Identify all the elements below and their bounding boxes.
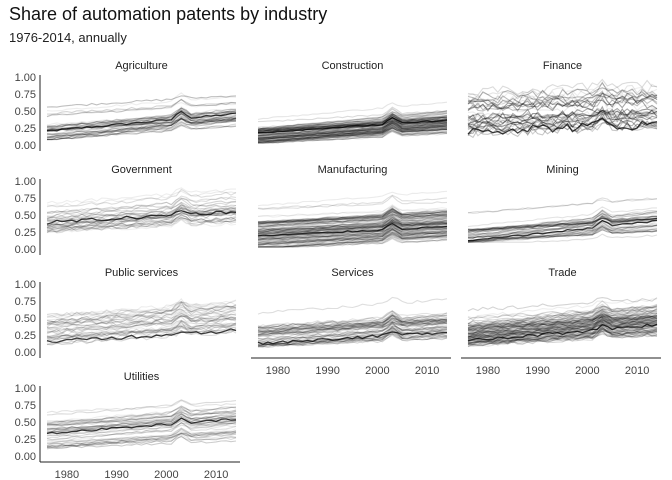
x-tick-label: 1980 — [476, 365, 500, 377]
panel-services: Services 1980 1990 2000 2010 — [251, 267, 451, 377]
y-tick-label: 0.50 — [15, 417, 36, 429]
y-tick-label: 0.00 — [15, 244, 36, 256]
x-tick-label: 2010 — [415, 365, 439, 377]
panel-title: Manufacturing — [318, 164, 388, 176]
y-tick-label: 1.00 — [15, 72, 36, 84]
panel-agriculture: Agriculture 0.00 0.25 0.50 0.75 1.00 — [15, 60, 236, 152]
x-tick-label: 1990 — [315, 365, 339, 377]
y-tick-label: 0.50 — [15, 313, 36, 325]
y-tick-label: 0.00 — [15, 140, 36, 152]
panel-finance: Finance — [468, 60, 657, 137]
series-line — [258, 195, 447, 208]
panel-manufacturing: Manufacturing — [258, 164, 447, 247]
y-tick-label: 0.75 — [15, 296, 36, 308]
x-tick-label: 2000 — [154, 469, 178, 480]
y-tick-label: 1.00 — [15, 176, 36, 188]
panel-construction: Construction — [258, 60, 447, 143]
panel-utilities: Utilities 0.00 0.25 0.50 0.75 1.00 1980 1990 200… — [15, 371, 240, 480]
panel-trade: Trade 1980 1990 2000 2010 — [461, 267, 661, 377]
y-tick-label: 1.00 — [15, 383, 36, 395]
panel-title: Public services — [105, 267, 179, 279]
panel-public-services: Public services 0.00 0.25 0.50 0.75 1.00 — [15, 267, 236, 359]
x-tick-label: 2000 — [575, 365, 599, 377]
panel-title: Construction — [322, 60, 384, 72]
y-tick-label: 0.25 — [15, 227, 36, 239]
panel-title: Trade — [548, 267, 576, 279]
x-tick-label: 1990 — [104, 469, 128, 480]
x-tick-label: 1990 — [525, 365, 549, 377]
panel-government: Government 0.00 0.25 0.50 0.75 1.00 — [15, 164, 236, 256]
panel-title: Mining — [546, 164, 578, 176]
y-tick-label: 0.25 — [15, 330, 36, 342]
y-tick-label: 0.75 — [15, 400, 36, 412]
y-tick-label: 1.00 — [15, 279, 36, 291]
y-tick-label: 0.00 — [15, 347, 36, 359]
y-tick-label: 0.00 — [15, 451, 36, 463]
x-tick-label: 1980 — [266, 365, 290, 377]
x-tick-label: 2000 — [365, 365, 389, 377]
y-tick-label: 0.25 — [15, 434, 36, 446]
panel-title: Government — [111, 164, 172, 176]
y-tick-label: 0.25 — [15, 123, 36, 135]
panel-title: Utilities — [124, 371, 160, 383]
x-tick-label: 2010 — [625, 365, 649, 377]
panel-title: Services — [331, 267, 374, 279]
y-tick-label: 0.75 — [15, 89, 36, 101]
panel-title: Finance — [543, 60, 582, 72]
x-tick-label: 2010 — [204, 469, 228, 480]
panel-title: Agriculture — [115, 60, 168, 72]
series-line — [258, 297, 447, 314]
panel-mining: Mining — [468, 164, 657, 242]
x-tick-label: 1980 — [55, 469, 79, 480]
y-tick-label: 0.50 — [15, 106, 36, 118]
y-tick-label: 0.50 — [15, 210, 36, 222]
y-tick-label: 0.75 — [15, 193, 36, 205]
